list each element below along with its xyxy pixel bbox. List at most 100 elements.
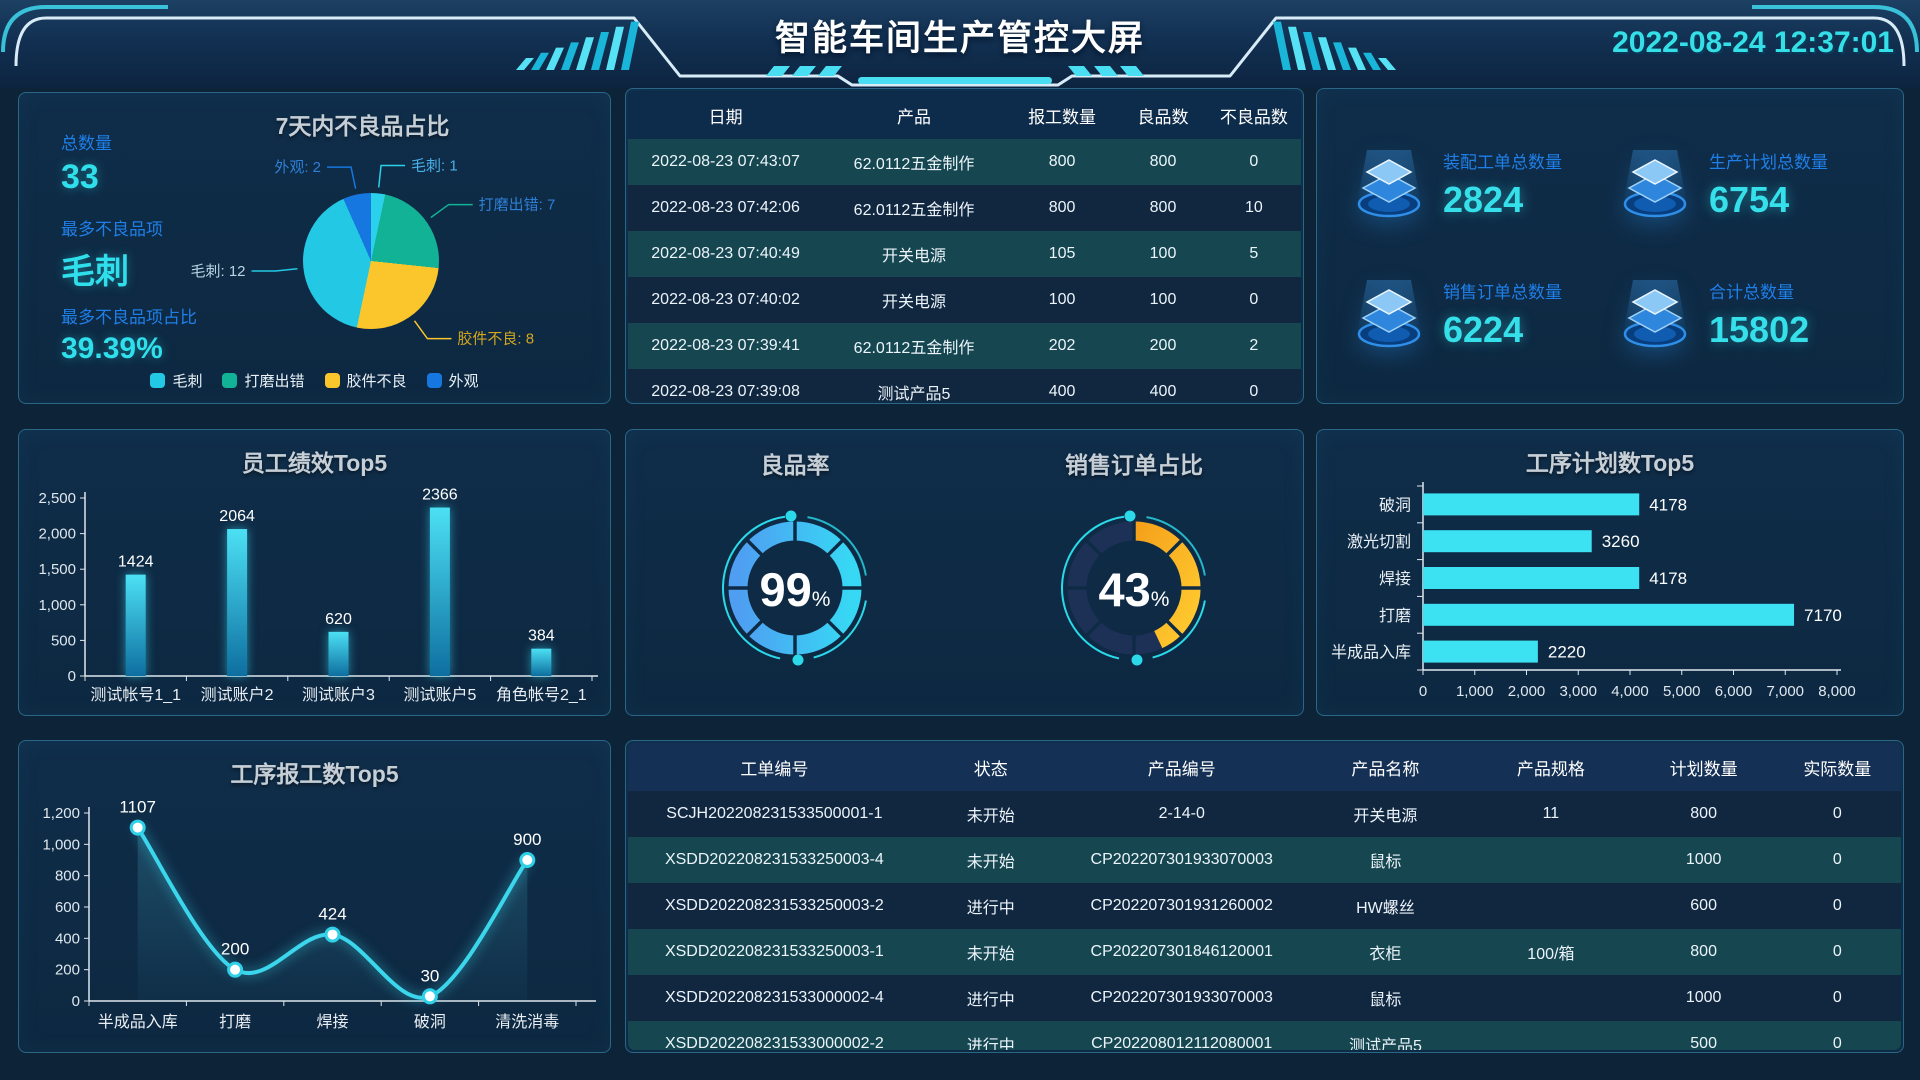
table-cell <box>1468 975 1633 1021</box>
table-cell: 5 <box>1249 245 1259 262</box>
bar-value-label: 620 <box>325 611 352 628</box>
x-category-label: 测试账户5 <box>403 686 476 704</box>
header-slash <box>1273 21 1291 71</box>
legend-item: 胶件不良 <box>324 370 407 391</box>
table-row: XSDD202208231533000002-2 进行中 CP20220801211… <box>628 1021 1901 1050</box>
table-cell: 2 <box>1249 337 1259 354</box>
x-category-label: 测试账户2 <box>201 686 274 704</box>
table-cell: 2-14-0 <box>1158 805 1205 822</box>
table-cell: 100 <box>1048 291 1076 308</box>
data-point <box>421 988 438 1005</box>
pie-leader-line <box>377 164 406 188</box>
table-cell: 62.0112五金制作 <box>853 156 975 173</box>
panel-title-defect: 7天内不良品占比 <box>275 113 450 139</box>
segment-gap <box>1164 618 1185 639</box>
column-header: 产品规格 <box>1516 759 1585 779</box>
table-cell: 0 <box>1249 153 1259 170</box>
decor-dot <box>1131 654 1143 666</box>
table-cell: 2022-08-23 07:39:41 <box>651 337 800 354</box>
header-outline <box>14 16 1906 87</box>
bar <box>1423 603 1795 626</box>
table-cell: XSDD202208231533000002-2 <box>664 1035 884 1050</box>
panel-report-table: 日期 产品 报工数量 良品数 不良品数 2022-08-23 07:43:07 62.011… <box>625 88 1304 404</box>
table-cell: 62.0112五金制作 <box>853 340 975 357</box>
table-header-row: 工单编号 状态 产品编号 产品名称 产品规格 计划数量 实际数量 <box>628 743 1901 791</box>
table-cell: 800 <box>1149 153 1177 170</box>
pie-slice-label: 外观: 2 <box>274 159 321 176</box>
stat-value: 39.39% <box>61 332 163 365</box>
table-cell: 衣柜 <box>1369 946 1402 963</box>
report-table: 日期 产品 报工数量 良品数 不良品数 2022-08-23 07:43:07 62.011… <box>628 91 1301 401</box>
table-cell: 2022-08-23 07:40:49 <box>651 245 800 262</box>
table-cell: 800 <box>1690 943 1717 960</box>
sales-gauge-chart <box>1061 510 1206 666</box>
table-cell: 0 <box>1832 1035 1842 1050</box>
table-cell: 0 <box>1832 989 1842 1006</box>
column-header: 计划数量 <box>1669 759 1738 779</box>
table-cell: 600 <box>1690 897 1717 914</box>
legend-item: 外观 <box>426 370 479 391</box>
y-tick-label: 0 <box>68 668 76 685</box>
table-cell: 进行中 <box>966 992 1015 1009</box>
bar-value-label: 384 <box>528 628 555 645</box>
table-row: 2022-08-23 07:43:07 62.0112五金制作 800 800 0 <box>628 139 1301 185</box>
table-cell: 105 <box>1048 245 1076 262</box>
x-category-label: 焊接 <box>316 1013 348 1031</box>
table-cell: 1000 <box>1685 989 1722 1006</box>
table-cell: 500 <box>1690 1035 1717 1050</box>
table-cell: CP202207301933070003 <box>1090 989 1273 1006</box>
yield-gauge-block: 良品率 99% <box>626 430 964 715</box>
panel-title-plan: 工序计划数Top5 <box>1525 450 1695 476</box>
table-cell: 进行中 <box>966 900 1015 917</box>
gauge-fill-arc <box>1133 521 1201 649</box>
stat-card-label: 合计总数量 <box>1709 282 1794 302</box>
header-slash <box>531 52 549 70</box>
y-tick-label: 1,200 <box>42 805 80 822</box>
header-slash <box>621 21 639 71</box>
header-decoration <box>1 5 1919 87</box>
stat-cards-grid: 装配工单总数量 2824 生产计划总数量 6754 <box>1317 89 1903 403</box>
legend-swatch <box>222 373 238 388</box>
table-cell: 未开始 <box>966 808 1015 825</box>
pie-leader-line <box>413 320 452 340</box>
table-cell: 测试产品5 <box>877 386 951 401</box>
x-category-label: 打磨 <box>219 1013 251 1031</box>
table-row: 2022-08-23 07:39:08 测试产品5 400 400 0 <box>628 369 1301 401</box>
stat-label: 总数量 <box>61 134 112 153</box>
bar-value-label: 4178 <box>1649 569 1687 588</box>
bar <box>531 648 552 676</box>
header-slash <box>1378 58 1396 70</box>
panel-title-process-report: 工序报工数Top5 <box>230 761 399 787</box>
x-category-label: 半成品入库 <box>98 1013 178 1031</box>
bar-value-label: 2064 <box>219 508 255 525</box>
panel-plan-top5: 工序计划数Top5 0 1,000 2,000 3,000 4,000 5,000 6,00… <box>1316 429 1904 716</box>
bar-value-label: 1424 <box>118 554 154 571</box>
y-tick-label: 600 <box>55 899 80 916</box>
bar <box>1423 530 1592 553</box>
header-slash <box>1348 47 1366 70</box>
table-cell: XSDD202208231533000002-4 <box>664 989 884 1006</box>
table-cell: 400 <box>1048 383 1076 400</box>
table-cell: CP202207301846120001 <box>1090 943 1273 960</box>
data-point <box>519 852 536 868</box>
panel-employee-top5: 员工绩效Top5 0 500 1,000 1,500 2,000 2,500 1424 测试帐… <box>18 429 611 716</box>
table-cell: XSDD202208231533250003-1 <box>664 943 884 960</box>
gauge-value: 43 <box>1098 563 1151 616</box>
bar-value-label: 3260 <box>1602 532 1640 551</box>
pie-slice-label: 毛刺: 1 <box>411 158 458 175</box>
panel-order-table: 工单编号 状态 产品编号 产品名称 产品规格 计划数量 实际数量 SCJH2022082315… <box>625 740 1904 1053</box>
legend-label: 外观 <box>448 373 479 390</box>
bar-value-label: 7170 <box>1804 606 1842 625</box>
column-header: 产品编号 <box>1147 759 1216 779</box>
decor-dot <box>1124 510 1136 522</box>
bar <box>1423 493 1640 516</box>
table-header-row: 日期 产品 报工数量 良品数 不良品数 <box>628 91 1301 139</box>
table-cell: 0 <box>1249 383 1259 400</box>
x-category-label: 测试帐号1_1 <box>90 686 181 704</box>
employee-bar-chart: 0 500 1,000 1,500 2,000 2,500 1424 测试帐号1_1 2064 测… <box>38 487 598 704</box>
decor-arc <box>1152 600 1206 659</box>
table-cell: CP202208012112080001 <box>1091 1035 1273 1050</box>
table-cell: 鼠标 <box>1369 854 1402 871</box>
header-slash <box>818 66 842 76</box>
pie-leader-line <box>430 203 473 219</box>
